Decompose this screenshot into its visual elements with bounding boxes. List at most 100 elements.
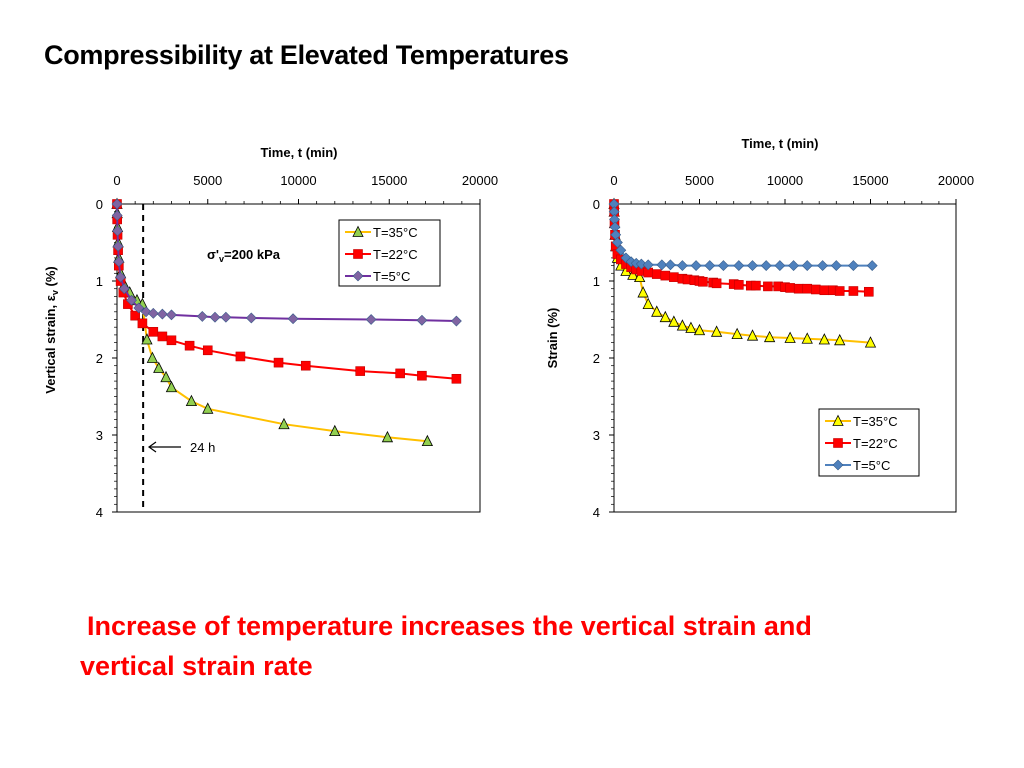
right-data-point-triangle: [685, 321, 697, 333]
right-data-point-triangle: [864, 336, 877, 348]
left-data-point-square: [235, 351, 246, 362]
right-data-point-triangle: [668, 315, 680, 327]
right-data-point-diamond: [801, 260, 813, 272]
right-chart-x-axis-title: Time, t (min): [741, 136, 818, 151]
right-x-tick-label: 10000: [767, 173, 803, 188]
right-x-tick-label: 20000: [938, 173, 974, 188]
right-x-tick-label: 5000: [685, 173, 714, 188]
left-data-point-square: [395, 368, 405, 379]
right-data-point-diamond: [847, 260, 859, 272]
right-data-point-triangle: [731, 327, 743, 340]
left-chart-y-axis-title-main: Vertical strain, ε: [43, 295, 58, 394]
right-legend-label: T=5°C: [853, 458, 890, 473]
left-series-markers-diamond: [111, 198, 462, 327]
left-data-point-triangle: [165, 380, 178, 393]
right-data-point-diamond: [817, 260, 829, 272]
right-y-tick-label: 4: [593, 505, 600, 520]
right-data-point-square: [863, 286, 874, 297]
right-data-point-diamond: [866, 260, 878, 272]
left-data-point-diamond: [416, 314, 428, 326]
right-legend-marker-diamond: [832, 459, 844, 471]
right-data-point-square: [819, 285, 830, 296]
right-data-point-diamond: [642, 259, 654, 271]
right-x-tick-label: 15000: [852, 173, 888, 188]
left-data-point-diamond: [365, 314, 377, 325]
left-data-point-diamond: [140, 306, 152, 318]
left-data-point-diamond: [220, 311, 232, 323]
right-data-point-triangle: [710, 325, 723, 337]
right-data-point-square: [711, 278, 722, 289]
left-y-tick-label: 0: [96, 197, 103, 212]
left-legend-marker-square: [353, 249, 363, 259]
left-data-point-diamond: [209, 311, 221, 323]
left-chart-24h-label: 24 h: [190, 440, 215, 455]
right-y-tick-label: 2: [593, 351, 600, 366]
left-chart-stress-annotation-main: σ': [207, 247, 219, 262]
right-data-point-square: [785, 283, 795, 293]
right-data-point-triangle: [801, 332, 813, 344]
right-data-point-diamond: [747, 260, 758, 272]
left-x-tick-label: 0: [113, 173, 120, 188]
left-chart-stress-annotation: σ'v=200 kPa: [207, 247, 281, 264]
left-data-point-square: [166, 335, 177, 346]
left-data-point-triangle: [146, 351, 159, 363]
left-x-tick-label: 10000: [280, 173, 316, 188]
left-y-tick-label: 4: [96, 505, 103, 520]
left-data-point-diamond: [112, 225, 123, 237]
left-data-point-diamond: [166, 309, 177, 321]
right-data-point-square: [810, 284, 821, 295]
right-y-tick-label: 3: [593, 428, 600, 443]
left-data-point-triangle: [329, 424, 341, 437]
left-chart-stress-annotation-sub: v: [219, 254, 224, 264]
left-data-point-diamond: [450, 315, 462, 327]
right-data-point-diamond: [774, 260, 786, 272]
left-data-point-diamond: [287, 313, 299, 325]
right-data-point-diamond: [830, 260, 842, 272]
left-data-point-triangle: [202, 402, 214, 414]
left-x-tick-label: 15000: [371, 173, 407, 188]
right-legend-label: T=35°C: [853, 414, 898, 429]
left-y-tick-label: 1: [96, 274, 103, 289]
left-data-point-diamond: [111, 210, 123, 221]
right-chart-legend: T=35°C T=22°C T=5°C: [818, 408, 920, 477]
right-data-point-triangle: [746, 329, 759, 341]
right-legend-marker-triangle: [832, 414, 844, 426]
slide-title: Compressibility at Elevated Temperatures: [44, 40, 569, 70]
right-data-point-diamond: [733, 260, 745, 272]
right-chart-y-axis-title: Strain (%): [545, 308, 560, 369]
right-data-point-diamond: [760, 260, 772, 272]
right-y-tick-label: 0: [593, 197, 600, 212]
right-chart: Time, t (min) Strain (%) 0 5000 10000 15000…: [545, 136, 974, 520]
right-data-point-triangle: [834, 333, 846, 346]
left-data-point-square: [184, 340, 195, 351]
left-chart-y-axis-title-sub: v: [50, 290, 60, 295]
right-data-point-triangle: [627, 268, 639, 280]
left-data-point-diamond: [113, 256, 125, 268]
right-data-point-triangle: [693, 323, 706, 336]
left-data-point-triangle: [160, 370, 172, 383]
right-data-point-square: [793, 283, 804, 294]
left-chart-x-axis-title: Time, t (min): [260, 145, 337, 160]
right-data-point-square: [848, 286, 859, 296]
right-chart-x-ticks: 0 5000 10000 15000 20000: [610, 173, 974, 204]
left-data-point-triangle: [141, 333, 153, 345]
arrow-left-icon: [147, 441, 157, 453]
left-data-point-square: [300, 360, 311, 371]
left-data-point-triangle: [185, 394, 198, 407]
left-data-point-triangle: [278, 417, 290, 430]
left-data-point-square: [157, 331, 168, 342]
left-data-point-square: [417, 370, 427, 381]
left-chart-24h-arrow: [147, 441, 181, 453]
right-data-point-diamond: [611, 237, 623, 248]
left-data-point-square: [202, 345, 213, 356]
left-y-tick-label: 2: [96, 351, 103, 366]
right-series-markers-diamond: [608, 198, 878, 272]
right-data-point-diamond: [635, 258, 647, 270]
left-legend-marker-triangle: [352, 225, 364, 237]
left-chart-y-axis-title: Vertical strain, εv (%): [43, 266, 60, 394]
left-data-point-triangle: [421, 434, 434, 447]
right-data-point-square: [660, 270, 671, 281]
left-legend-label: T=35°C: [373, 225, 418, 240]
right-y-tick-label: 1: [593, 274, 600, 289]
